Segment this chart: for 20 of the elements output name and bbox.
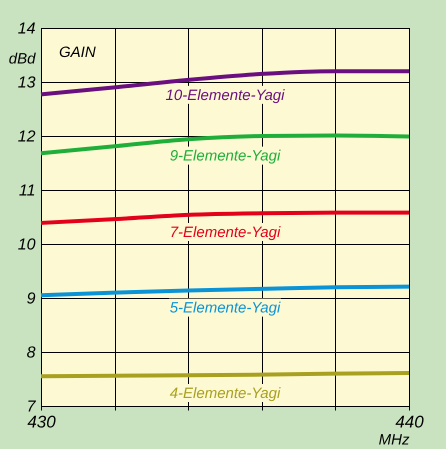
series-label: 9-Elemente-Yagi	[170, 148, 281, 165]
series-label: 10-Elemente-Yagi	[166, 86, 286, 104]
y-tick-label: 14	[18, 20, 36, 38]
x-tick-label: 430	[27, 412, 56, 432]
series-label: 5-Elemente-Yagi	[170, 300, 281, 317]
y-tick-label: 13	[18, 74, 36, 92]
y-tick-label: 12	[18, 128, 36, 146]
series-label: 4-Elemente-Yagi	[170, 384, 281, 402]
y-tick-label: 8	[26, 344, 36, 362]
x-axis-title: MHz	[378, 432, 410, 448]
series-label: 7-Elemente-Yagi	[170, 224, 281, 242]
y-tick-label: 10	[18, 236, 36, 254]
y-axis-title: dBd	[8, 50, 36, 68]
y-tick-label: 11	[18, 182, 36, 200]
line-series	[39, 210, 411, 225]
y-tick-label: 7	[26, 398, 37, 416]
y-tick-label: 9	[26, 290, 36, 308]
annotation: GAIN	[59, 44, 96, 61]
line-series	[39, 284, 411, 298]
x-tick-label: 440	[395, 412, 424, 432]
